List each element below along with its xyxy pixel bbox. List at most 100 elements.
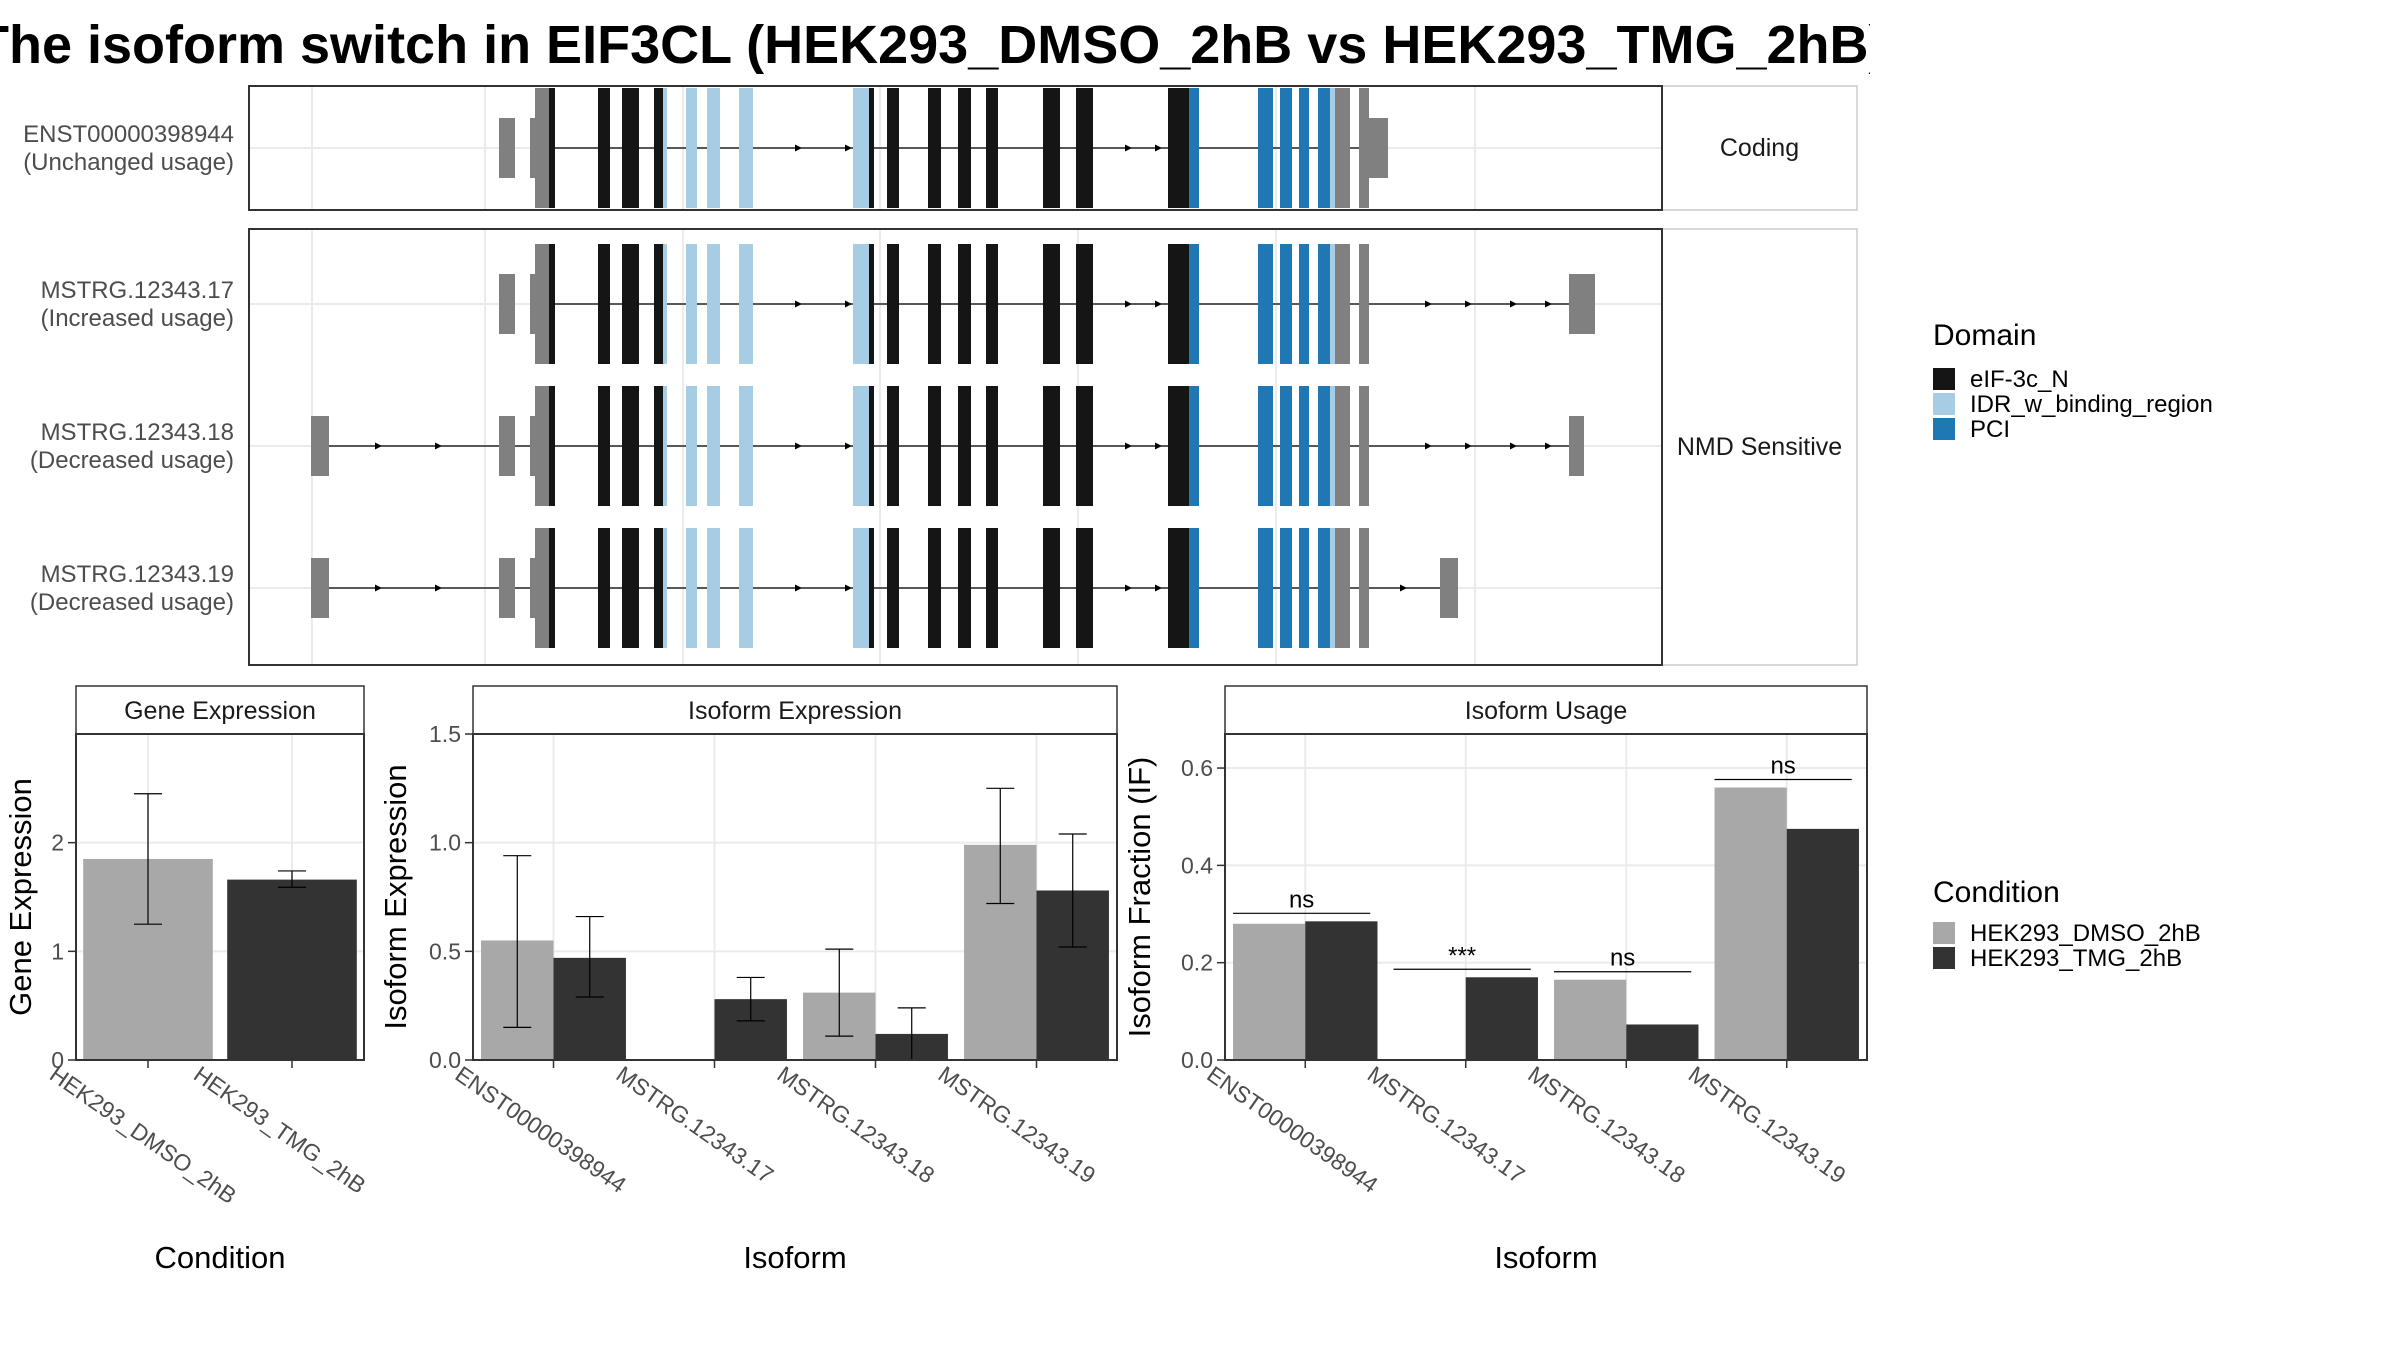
x-tick-label: MSTRG.12343.18 — [773, 1061, 940, 1189]
cds-exon-eif-3c_n — [622, 528, 639, 648]
isoform-usage-panel-title: Isoform Usage — [1465, 697, 1628, 725]
cds-exon-idr_w_binding_region — [739, 88, 753, 208]
cds-exon-eif-3c_n — [1043, 88, 1060, 208]
intron-arrow — [1155, 442, 1162, 450]
utr-exon — [1440, 558, 1458, 618]
intron-arrow — [1155, 300, 1162, 308]
utr-exon — [499, 416, 515, 476]
transcript-usage-label: (Decreased usage) — [30, 447, 234, 474]
cds-exon-idr_w_binding_region — [707, 88, 720, 208]
cds-exon-pci — [1280, 386, 1292, 506]
isoform-usage-panel-xlabel: Isoform — [1494, 1240, 1597, 1275]
cds-exon-eif-3c_n — [549, 88, 555, 208]
cds-exon-pci — [1280, 528, 1292, 648]
cds-exon-idr_w_binding_region — [1330, 88, 1335, 208]
utr-exon — [530, 274, 538, 334]
intron-arrow — [845, 442, 852, 450]
cds-exon-idr_w_binding_region — [739, 244, 753, 364]
domain-legend-key — [1933, 418, 1955, 440]
cds-exon-idr_w_binding_region — [1330, 386, 1335, 506]
domain-legend-key — [1933, 368, 1955, 390]
cds-exon-eif-3c_n — [654, 88, 663, 208]
cds-exon-idr_w_binding_region — [663, 88, 667, 208]
cds-exon-eif-3c_n — [869, 88, 874, 208]
intron-arrow — [795, 584, 802, 592]
cds-exon-pci — [1258, 244, 1273, 364]
cds-exon-eif-3c_n — [958, 386, 971, 506]
cds-exon-pci — [1280, 88, 1292, 208]
isoform-usage-panel-border — [1224, 733, 1868, 1061]
facet-strip-label: Coding — [1720, 134, 1799, 162]
cds-exon-pci — [1318, 528, 1330, 648]
cds-exon-eif-3c_n — [958, 88, 971, 208]
bar — [1626, 1024, 1699, 1060]
utr-exon — [535, 88, 549, 208]
x-tick-label: MSTRG.12343.19 — [1684, 1061, 1851, 1189]
y-tick-label: 0.2 — [1181, 950, 1213, 976]
cds-exon-idr_w_binding_region — [663, 386, 667, 506]
cds-exon-idr_w_binding_region — [663, 244, 667, 364]
x-tick-label: MSTRG.12343.17 — [1363, 1061, 1530, 1189]
cds-exon-eif-3c_n — [1076, 244, 1093, 364]
cds-exon-idr_w_binding_region — [686, 386, 697, 506]
cds-exon-idr_w_binding_region — [1330, 528, 1335, 648]
y-tick-label: 1 — [51, 938, 64, 964]
cds-exon-eif-3c_n — [1168, 386, 1189, 506]
cds-exon-idr_w_binding_region — [853, 244, 869, 364]
utr-exon — [535, 244, 549, 364]
cds-exon-pci — [1258, 88, 1273, 208]
cds-exon-eif-3c_n — [549, 528, 555, 648]
y-tick-label: 1.0 — [429, 830, 461, 856]
gene-expression-panel-ylabel: Gene Expression — [3, 778, 38, 1016]
cds-exon-pci — [1189, 244, 1199, 364]
bar — [1305, 921, 1378, 1060]
facet-strip — [1661, 228, 1858, 666]
intron-arrow — [1400, 584, 1407, 592]
cds-exon-pci — [1280, 244, 1292, 364]
cds-exon-eif-3c_n — [928, 244, 941, 364]
isoform-usage-panel-ylabel: Isoform Fraction (IF) — [1122, 757, 1157, 1038]
intron-arrow — [1125, 442, 1132, 450]
isoform-expression-panel-strip — [472, 685, 1118, 735]
bar — [1465, 977, 1538, 1060]
cds-exon-eif-3c_n — [654, 528, 663, 648]
cds-exon-idr_w_binding_region — [686, 528, 697, 648]
cds-exon-eif-3c_n — [549, 386, 555, 506]
cds-exon-eif-3c_n — [1168, 244, 1189, 364]
condition-legend-label: HEK293_DMSO_2hB — [1970, 920, 2201, 947]
cds-exon-eif-3c_n — [1043, 244, 1060, 364]
cds-exon-idr_w_binding_region — [853, 528, 869, 648]
significance-label: ns — [1770, 753, 1795, 780]
utr-exon — [530, 558, 538, 618]
transcript-panel-border — [248, 85, 1663, 211]
y-tick-label: 0.0 — [1181, 1047, 1213, 1073]
cds-exon-eif-3c_n — [1168, 88, 1189, 208]
x-tick-label: ENST00000398944 — [1202, 1061, 1383, 1198]
cds-exon-eif-3c_n — [986, 88, 998, 208]
condition-legend-key — [1933, 947, 1955, 969]
significance-label: *** — [1448, 942, 1476, 969]
cds-exon-eif-3c_n — [928, 386, 941, 506]
cds-exon-eif-3c_n — [887, 88, 899, 208]
intron-arrow — [375, 584, 382, 592]
bar — [227, 879, 357, 1060]
transcript-panel-border — [248, 228, 1663, 666]
domain-legend-label: IDR_w_binding_region — [1970, 391, 2213, 418]
condition-legend-label: HEK293_TMG_2hB — [1970, 945, 2182, 972]
cds-exon-pci — [1299, 528, 1309, 648]
cds-exon-pci — [1318, 88, 1330, 208]
intron-arrow — [1125, 584, 1132, 592]
cds-exon-idr_w_binding_region — [686, 88, 697, 208]
cds-exon-pci — [1258, 386, 1273, 506]
cds-exon-eif-3c_n — [622, 386, 639, 506]
cds-exon-eif-3c_n — [887, 244, 899, 364]
y-tick-label: 0.0 — [429, 1047, 461, 1073]
facet-strip — [1661, 85, 1858, 211]
intron-arrow — [795, 300, 802, 308]
utr-exon — [1569, 274, 1595, 334]
cds-exon-eif-3c_n — [887, 386, 899, 506]
cds-exon-eif-3c_n — [928, 528, 941, 648]
gene-expression-panel-border — [75, 733, 365, 1061]
utr-exon — [1365, 118, 1388, 178]
intron-arrow — [1125, 144, 1132, 152]
